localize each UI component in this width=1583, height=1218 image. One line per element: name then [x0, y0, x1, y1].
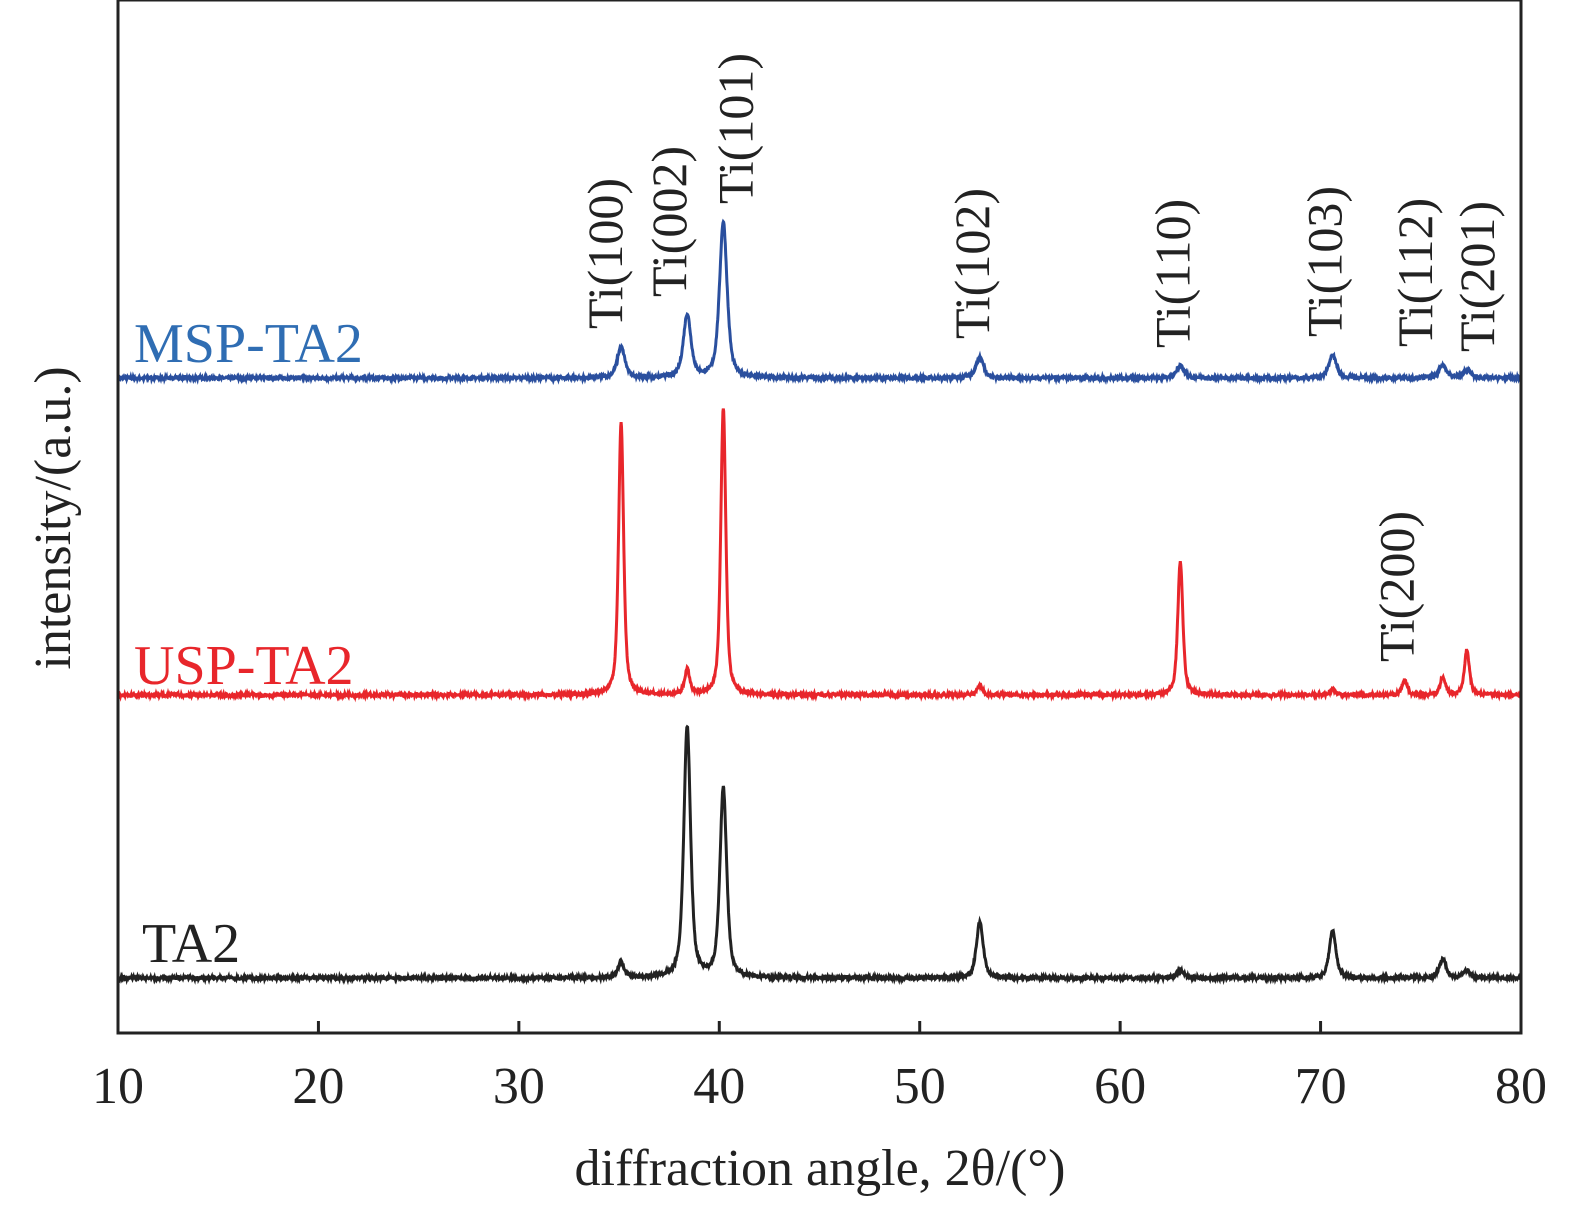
- series-label-ta2: TA2: [142, 913, 240, 975]
- x-tick-label: 10: [92, 1058, 144, 1115]
- peak-annotation: Ti(110): [1144, 199, 1200, 348]
- peak-annotations: Ti(100) Ti(002)Ti(101) Ti(102) Ti(110) Ti(10…: [577, 53, 1505, 662]
- peak-annotation: Ti(200): [1369, 511, 1425, 662]
- x-tick-label: 60: [1094, 1058, 1146, 1115]
- series-label-usp-ta2: USP-TA2: [134, 635, 354, 697]
- peak-annotation: Ti(002): [641, 146, 697, 297]
- y-axis-title: intensity/(a.u.): [25, 366, 82, 669]
- peak-annotation: Ti(100): [577, 178, 633, 329]
- x-tick-label: 80: [1495, 1058, 1547, 1115]
- series-label-msp-ta2: MSP-TA2: [134, 313, 363, 375]
- x-tick-label: 50: [894, 1058, 946, 1115]
- traces: [116, 218, 1523, 986]
- peak-annotation: Ti(201): [1449, 201, 1505, 352]
- x-tick-label: 40: [693, 1058, 745, 1115]
- plot-frame: [116, 0, 1523, 1035]
- peak-annotation: Ti(112): [1387, 198, 1443, 347]
- peak-annotation: Ti(102): [944, 188, 1000, 339]
- trace-msp-ta2: [116, 218, 1522, 386]
- x-axis-title: diffraction angle, 2θ/(°): [575, 1140, 1066, 1197]
- x-tick-label: 70: [1295, 1058, 1347, 1115]
- peak-annotation: Ti(101): [707, 53, 763, 204]
- peak-annotation: Ti(103): [1297, 186, 1353, 337]
- x-axis-ticks: 10 20 30 40 50 60 70 80: [92, 1021, 1547, 1115]
- x-tick-label: 30: [493, 1058, 545, 1115]
- x-tick-label: 20: [292, 1058, 344, 1115]
- trace-usp-ta2: [116, 408, 1523, 703]
- trace-ta2: [116, 724, 1522, 986]
- series-labels: MSP-TA2 USP-TA2 TA2: [134, 313, 363, 975]
